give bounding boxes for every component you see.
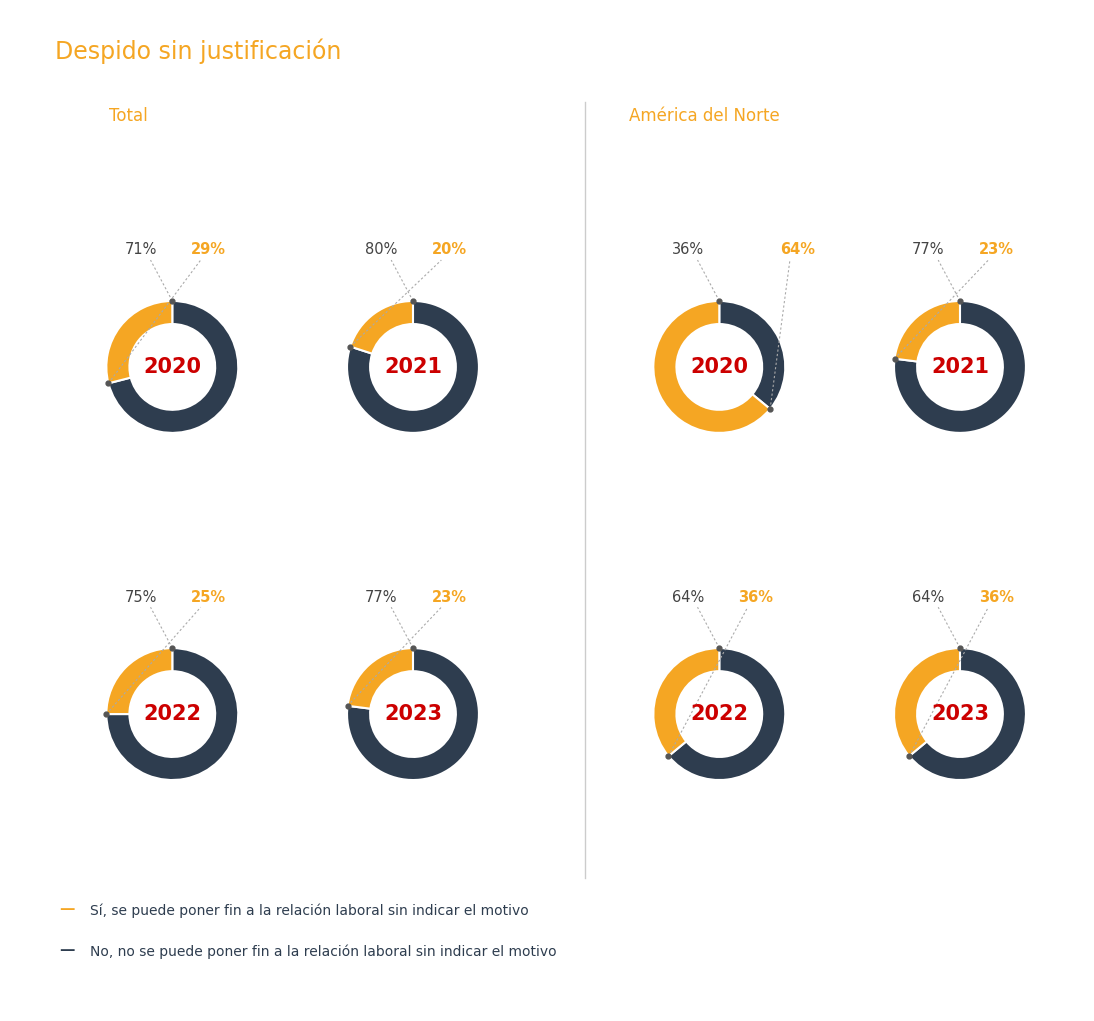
Wedge shape	[668, 648, 785, 780]
Text: 64%: 64%	[912, 589, 944, 604]
Text: Total: Total	[109, 107, 148, 126]
Text: ─: ─	[60, 901, 73, 921]
Wedge shape	[106, 648, 238, 780]
Text: 80%: 80%	[365, 242, 397, 257]
Wedge shape	[653, 301, 770, 433]
Text: No, no se puede poner fin a la relación laboral sin indicar el motivo: No, no se puede poner fin a la relación …	[90, 944, 557, 959]
Text: ─: ─	[60, 941, 73, 962]
Text: 75%: 75%	[125, 589, 156, 604]
Text: 2023: 2023	[931, 704, 989, 724]
Wedge shape	[106, 648, 173, 714]
Text: 64%: 64%	[672, 589, 703, 604]
Text: 2022: 2022	[690, 704, 748, 724]
Wedge shape	[348, 648, 414, 709]
Wedge shape	[350, 301, 414, 353]
Wedge shape	[106, 301, 173, 383]
Wedge shape	[653, 648, 720, 757]
Wedge shape	[347, 301, 479, 433]
Text: 36%: 36%	[979, 589, 1014, 604]
Wedge shape	[719, 301, 785, 409]
Wedge shape	[894, 301, 1026, 433]
Text: 2022: 2022	[143, 704, 201, 724]
Wedge shape	[909, 648, 1026, 780]
Text: 77%: 77%	[912, 242, 944, 257]
Text: 71%: 71%	[125, 242, 156, 257]
Text: 20%: 20%	[432, 242, 467, 257]
Text: 36%: 36%	[672, 242, 703, 257]
Text: 25%: 25%	[191, 589, 226, 604]
Text: América del Norte: América del Norte	[629, 107, 780, 126]
Text: 23%: 23%	[432, 589, 467, 604]
Text: Sí, se puede poner fin a la relación laboral sin indicar el motivo: Sí, se puede poner fin a la relación lab…	[90, 904, 528, 918]
Text: 2020: 2020	[143, 357, 201, 377]
Wedge shape	[347, 648, 479, 780]
Text: 64%: 64%	[780, 242, 815, 257]
Text: 23%: 23%	[979, 242, 1014, 257]
Text: 29%: 29%	[191, 242, 226, 257]
Wedge shape	[895, 301, 961, 361]
Text: 2020: 2020	[690, 357, 748, 377]
Text: 2021: 2021	[384, 357, 442, 377]
Wedge shape	[894, 648, 961, 757]
Wedge shape	[108, 301, 238, 433]
Text: Despido sin justificación: Despido sin justificación	[55, 39, 341, 64]
Text: 36%: 36%	[738, 589, 773, 604]
Text: 77%: 77%	[365, 589, 397, 604]
Text: 2023: 2023	[384, 704, 442, 724]
Text: 2021: 2021	[931, 357, 989, 377]
